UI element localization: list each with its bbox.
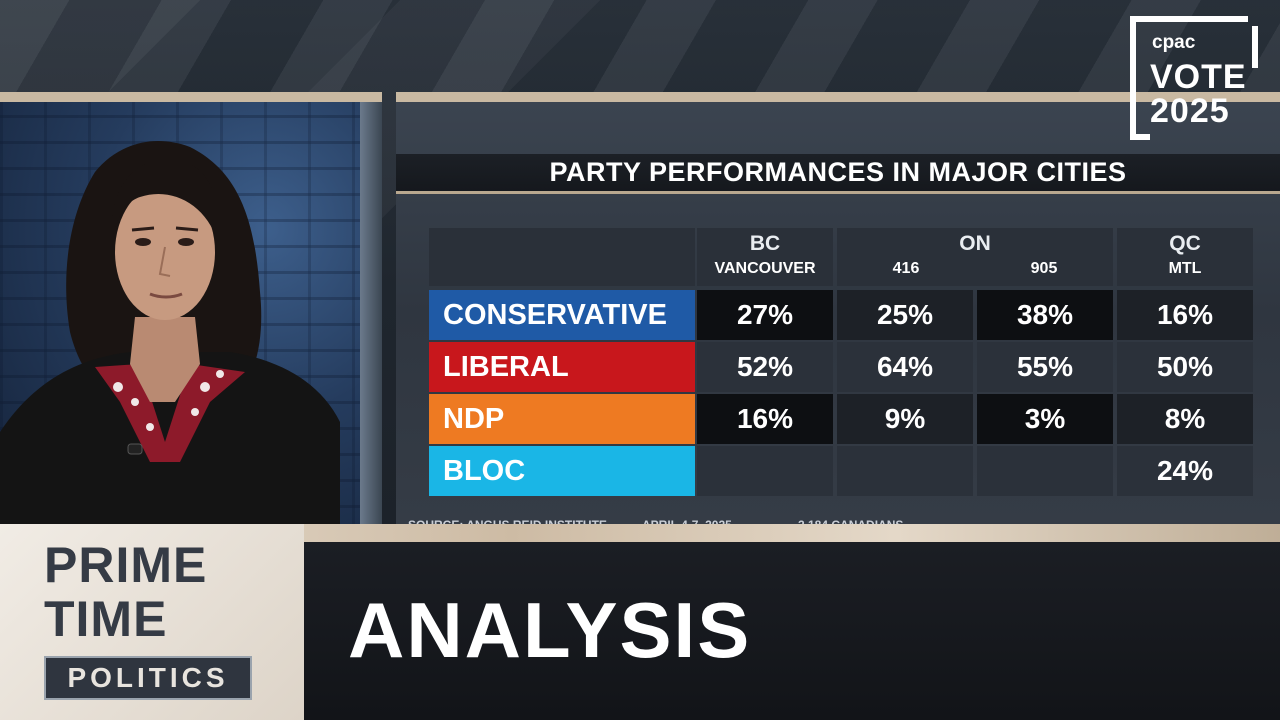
region-header-qc: QC MTL bbox=[1117, 228, 1253, 286]
headline-text: ANALYSIS bbox=[348, 586, 752, 674]
region-name: ON bbox=[959, 232, 991, 255]
value-cell: 38% bbox=[977, 290, 1113, 340]
region-header-on: ON 416 905 bbox=[837, 228, 1113, 286]
logo-frame bbox=[1130, 16, 1144, 140]
value-cell bbox=[697, 446, 833, 496]
show-logo-box: PRIME TIME POLITICS bbox=[0, 524, 304, 720]
city-name: 905 bbox=[1030, 260, 1058, 277]
logo-line-politics: POLITICS bbox=[44, 656, 252, 700]
logo-frame bbox=[1130, 134, 1150, 140]
value-cell: 9% bbox=[837, 394, 973, 444]
value-cell: 27% bbox=[697, 290, 833, 340]
results-graphic: PARTY PERFORMANCES IN MAJOR CITIES BC VA… bbox=[396, 92, 1280, 532]
value-cell: 24% bbox=[1117, 446, 1253, 496]
cpac-vote-logo: cpac VOTE 2025 bbox=[1130, 16, 1260, 140]
value-cell: 55% bbox=[977, 342, 1113, 392]
logo-frame bbox=[1130, 16, 1248, 22]
vote-year: 2025 bbox=[1150, 92, 1230, 130]
party-liberal: LIBERAL bbox=[429, 342, 695, 392]
value-cell: 50% bbox=[1117, 342, 1253, 392]
party-bloc: BLOC bbox=[429, 446, 695, 496]
city-name: VANCOUVER bbox=[714, 260, 816, 277]
party-ndp: NDP bbox=[429, 394, 695, 444]
value-cell: 8% bbox=[1117, 394, 1253, 444]
value-cell: 64% bbox=[837, 342, 973, 392]
value-cell: 25% bbox=[837, 290, 973, 340]
prime-time-politics-logo: PRIME TIME POLITICS bbox=[44, 540, 254, 704]
headline-box: ANALYSIS bbox=[304, 542, 1280, 720]
value-cell: 52% bbox=[697, 342, 833, 392]
region-name: BC bbox=[749, 232, 781, 255]
vote-text: VOTE bbox=[1150, 58, 1247, 96]
presenter-figure bbox=[0, 141, 340, 524]
presenter-video bbox=[0, 92, 382, 524]
region-header-bc: BC VANCOUVER bbox=[697, 228, 833, 286]
studio-post bbox=[360, 102, 382, 524]
city-name: 416 bbox=[892, 260, 920, 277]
value-cell: 16% bbox=[1117, 290, 1253, 340]
logo-line-prime: PRIME bbox=[44, 537, 208, 593]
value-cell: 3% bbox=[977, 394, 1113, 444]
city-name: MTL bbox=[1168, 260, 1202, 277]
region-name: QC bbox=[1169, 232, 1201, 255]
value-cell bbox=[977, 446, 1113, 496]
logo-frame bbox=[1252, 26, 1258, 68]
lower-third-strip bbox=[0, 524, 1280, 542]
cpac-brand: cpac bbox=[1152, 32, 1196, 53]
party-conservative: CONSERVATIVE bbox=[429, 290, 695, 340]
logo-line-time: TIME bbox=[44, 591, 168, 647]
graphic-title: PARTY PERFORMANCES IN MAJOR CITIES bbox=[396, 154, 1280, 194]
party-header bbox=[429, 228, 695, 286]
value-cell: 16% bbox=[697, 394, 833, 444]
value-cell bbox=[837, 446, 973, 496]
